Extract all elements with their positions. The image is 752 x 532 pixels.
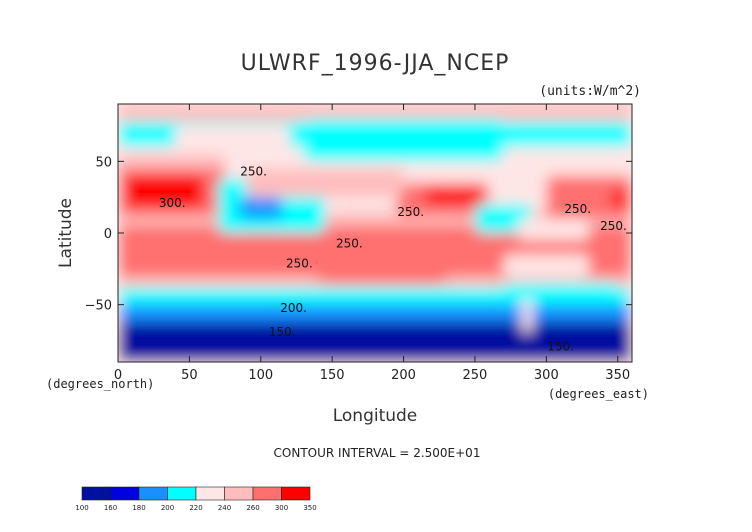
field-layer	[118, 104, 632, 362]
x-unit-label: (degrees_east)	[548, 387, 649, 401]
contour-label: 300.	[159, 196, 186, 210]
colorbar-tick-label: 260	[246, 504, 259, 512]
colorbar-tick-label: 200	[161, 504, 174, 512]
field-region	[522, 297, 533, 334]
field-region	[118, 104, 632, 122]
field-region	[610, 190, 632, 208]
colorbar-swatch	[195, 486, 225, 501]
contour-label: 150.	[547, 340, 574, 354]
colorbar-tick-label: 300	[275, 504, 288, 512]
x-axis-label: Longitude	[333, 406, 418, 426]
field-region	[503, 254, 590, 276]
field-region	[175, 125, 290, 155]
colorbar-swatch	[252, 486, 282, 501]
field-region	[118, 304, 632, 322]
y-tick-label: −50	[85, 299, 112, 314]
contour-label: 250.	[286, 256, 313, 270]
colorbar-tick-label: 160	[104, 504, 117, 512]
contour-label: 250.	[564, 202, 591, 216]
x-tick-label: 100	[248, 368, 273, 383]
field-region	[517, 218, 590, 241]
colorbar-swatch	[81, 486, 111, 501]
field-region	[118, 154, 226, 169]
colorbar-swatch	[167, 486, 197, 501]
field-region	[239, 197, 283, 219]
colorbar-swatch	[224, 486, 254, 501]
colorbar-tick-label: 240	[218, 504, 231, 512]
field-region	[317, 273, 447, 284]
colorbar-tick-label: 350	[303, 504, 316, 512]
field-region	[503, 283, 618, 305]
field-region	[118, 321, 632, 362]
x-tick-label: 50	[181, 368, 198, 383]
field-region	[125, 175, 204, 208]
x-tick-label: 250	[463, 368, 488, 383]
contour-label: 150.	[269, 325, 296, 339]
x-axis: 0 50 100 150 200 250 300 350	[114, 104, 630, 383]
field-region	[118, 244, 632, 262]
colorbar-tick-label: 100	[75, 504, 88, 512]
contour-label: 250.	[397, 205, 424, 219]
y-axis: −50 0 50	[85, 155, 632, 314]
contour-label: 250.	[240, 165, 267, 179]
y-tick-label: 0	[104, 227, 112, 242]
y-tick-label: 50	[95, 155, 112, 170]
contour-interval: CONTOUR INTERVAL = 2.500E+01	[274, 446, 481, 460]
chart-title: ULWRF_1996-JJA_NCEP	[241, 51, 510, 76]
contour-label: 200.	[280, 301, 307, 315]
colorbar-swatch	[138, 486, 168, 501]
x-tick-label: 350	[605, 368, 630, 383]
contour-label: 250.	[336, 236, 363, 250]
units-label: (units:W/m^2)	[539, 84, 641, 99]
contour-label: 250.	[600, 219, 627, 233]
field-region	[546, 175, 632, 219]
y-unit-label: (degrees_north)	[46, 377, 154, 391]
colorbar-tick-label: 180	[132, 504, 145, 512]
field-region	[424, 187, 483, 205]
colorbar-swatch	[110, 486, 140, 501]
field-region	[246, 168, 404, 198]
x-tick-label: 150	[320, 368, 345, 383]
x-tick-label: 0	[114, 368, 122, 383]
colorbar: 100 160 180 200 220 240 260 300 350	[75, 486, 317, 512]
contour-labels: 250. 300. 250. 250. 250. 250. 250. 200. 150. 150.	[159, 165, 627, 354]
y-axis-label: Latitude	[56, 198, 76, 268]
x-tick-label: 200	[391, 368, 416, 383]
colorbar-tick-label: 220	[189, 504, 202, 512]
field-region	[303, 118, 504, 162]
colorbar-swatch	[281, 486, 311, 501]
x-tick-label: 300	[534, 368, 559, 383]
